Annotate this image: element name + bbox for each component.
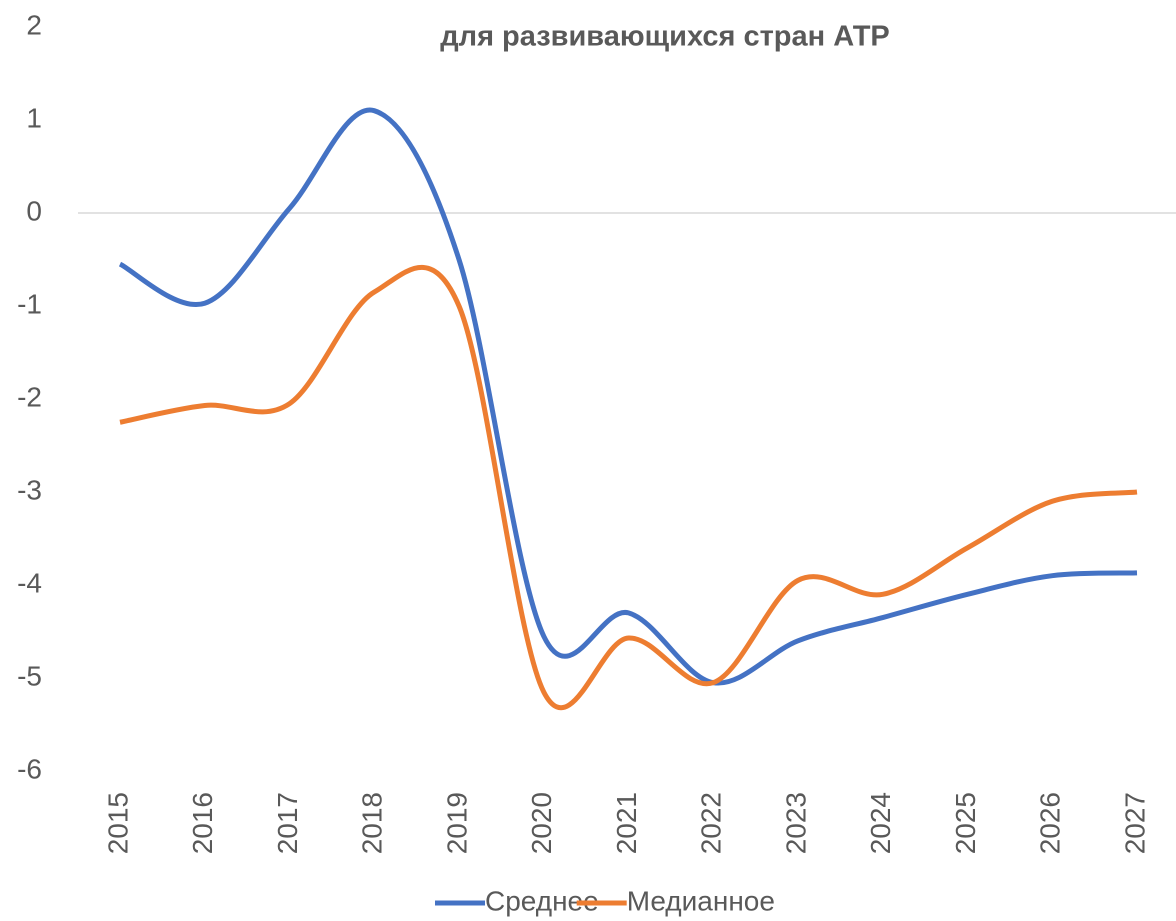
y-tick-label: -4 [17,567,42,598]
x-tick-label: 2020 [526,792,557,854]
x-tick-label: 2025 [950,792,981,854]
x-tick-label: 2016 [187,792,218,854]
y-tick-label: -1 [17,288,42,319]
y-tick-label: -5 [17,660,42,691]
y-tick-label: 0 [26,195,42,226]
x-tick-label: 2024 [865,792,896,854]
x-tick-label: 2019 [441,792,472,854]
x-tick-label: 2017 [272,792,303,854]
x-tick-label: 2027 [1119,792,1150,854]
chart-title: для развивающихся стран АТР [440,21,890,53]
legend-label: Медианное [627,885,775,916]
series-line [118,107,1138,686]
y-tick-label: -6 [17,753,42,784]
x-tick-label: 2018 [357,792,388,854]
x-tick-label: 2022 [696,792,727,854]
x-tick-label: 2015 [102,792,133,854]
x-tick-label: 2026 [1035,792,1066,854]
y-tick-label: 1 [26,102,42,133]
y-tick-label: 2 [26,9,42,40]
x-tick-label: 2021 [611,792,642,854]
x-tick-label: 2023 [780,792,811,854]
series-line [119,264,1138,711]
y-tick-label: -2 [17,381,42,412]
y-tick-label: -3 [17,474,42,505]
